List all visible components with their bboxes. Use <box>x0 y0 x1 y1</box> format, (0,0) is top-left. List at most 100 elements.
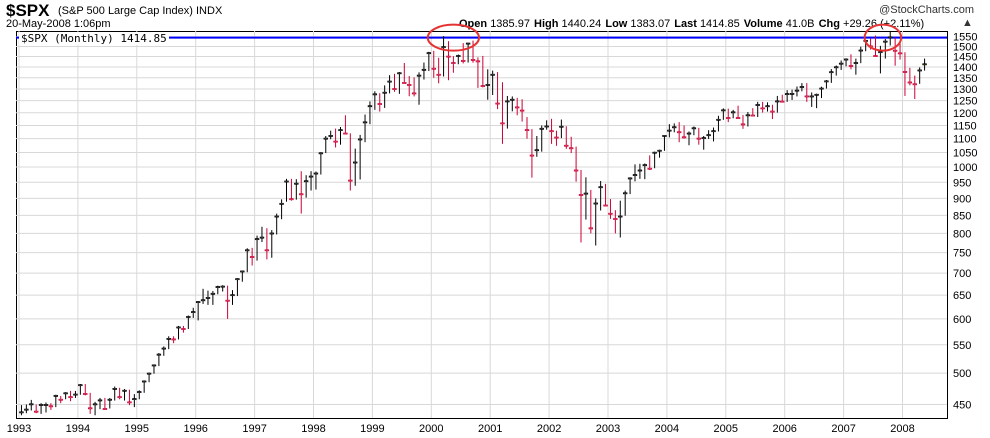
y-tick-label: 1550 <box>953 32 977 44</box>
candle-body <box>824 80 829 83</box>
candle-body <box>686 132 692 135</box>
x-tick-label: 1999 <box>360 423 384 435</box>
candle-body <box>73 393 78 396</box>
candle-body <box>809 95 814 98</box>
candle-body <box>343 132 348 135</box>
candle-body <box>676 131 682 134</box>
candle-body <box>652 151 657 154</box>
candle-body <box>78 384 83 387</box>
candle-body <box>765 105 770 108</box>
candle-body <box>402 82 407 84</box>
x-tick-label: 1996 <box>183 423 207 435</box>
candle-body <box>755 104 760 106</box>
candle-body <box>475 60 481 63</box>
candle-body <box>161 347 166 350</box>
candle-body <box>716 118 721 121</box>
candle-body <box>632 174 638 176</box>
chart-date: 20-May-2008 1:06pm <box>6 18 111 30</box>
candle-body <box>58 398 63 401</box>
candle-body <box>534 149 540 152</box>
chg-label: Chg <box>818 18 840 30</box>
y-tick-label: 650 <box>953 290 971 302</box>
y-tick-label: 1200 <box>953 108 977 120</box>
quote-bar: Open 1385.97 High 1440.24 Low 1383.07 La… <box>459 18 925 30</box>
candle-body <box>892 49 898 52</box>
candle-body <box>235 278 240 281</box>
chevron-up-icon[interactable]: ▲ <box>962 17 973 29</box>
last-label: Last <box>674 18 697 30</box>
candle-body <box>789 92 795 95</box>
candle-body <box>784 93 790 96</box>
candle-body <box>186 316 191 318</box>
candle-body <box>834 66 839 69</box>
candle-body <box>662 135 667 137</box>
candle-body <box>500 122 505 125</box>
y-tick-label: 900 <box>953 193 971 205</box>
candle-body <box>426 52 432 55</box>
candle-body <box>338 129 343 132</box>
candle-body <box>829 71 834 74</box>
y-tick-label: 700 <box>953 268 971 280</box>
legend-text: $SPX (Monthly) 1414.85 <box>21 32 167 45</box>
candle-body <box>838 62 844 65</box>
candle-body <box>156 353 162 356</box>
candle-body <box>200 299 206 302</box>
candle-body <box>922 63 927 66</box>
candle-body <box>480 85 486 87</box>
candle-body <box>38 404 44 406</box>
candle-body <box>328 135 333 137</box>
candle-body <box>195 301 201 304</box>
y-tick-label: 1450 <box>953 52 977 64</box>
candle-body <box>372 93 378 96</box>
candle-body <box>107 398 113 401</box>
top-highlight-circle <box>863 23 903 52</box>
candle-body <box>564 144 569 147</box>
candle-body <box>127 401 132 404</box>
y-tick-label: 600 <box>953 314 971 326</box>
candle-body <box>902 71 908 73</box>
candle-body <box>117 396 122 399</box>
candle-body <box>760 107 765 110</box>
x-tick-label: 2004 <box>655 423 679 435</box>
candle-body <box>593 202 598 205</box>
top-highlight-circle <box>426 23 481 52</box>
candle-body <box>706 134 711 137</box>
x-tick-label: 2007 <box>831 423 855 435</box>
candle-body <box>289 198 294 201</box>
candle-body <box>362 121 368 124</box>
candle-body <box>730 111 736 114</box>
y-tick-label: 1400 <box>953 62 977 74</box>
candle-body <box>146 372 152 375</box>
candle-body <box>544 125 549 128</box>
candle-body <box>53 394 59 397</box>
candle-body <box>701 137 706 140</box>
candle-body <box>112 388 117 390</box>
candle-body <box>907 81 913 84</box>
candle-body <box>519 109 525 112</box>
candle-body <box>87 407 93 410</box>
candle-body <box>681 136 687 139</box>
candle-body <box>804 95 809 98</box>
x-tick-label: 1995 <box>125 423 149 435</box>
candle-body <box>411 92 417 95</box>
low-label: Low <box>605 18 628 30</box>
candle-body <box>912 83 917 86</box>
candle-body <box>657 149 662 152</box>
candle-body <box>495 102 500 105</box>
candle-body <box>166 337 171 340</box>
candle-body <box>431 67 436 70</box>
candle-body <box>264 249 270 252</box>
candle-body <box>68 396 73 399</box>
candle-body <box>382 91 387 94</box>
candle-body <box>627 177 633 180</box>
x-tick-label: 2002 <box>537 423 561 435</box>
candle-body <box>613 218 618 220</box>
y-tick-label: 850 <box>953 210 971 222</box>
candle-body <box>608 212 613 215</box>
candle-body <box>141 380 147 383</box>
candle-body <box>578 194 584 196</box>
stockcharts-logo[interactable]: @StockCharts.com <box>879 4 974 16</box>
candle-body <box>814 93 819 96</box>
x-tick-label: 1997 <box>242 423 266 435</box>
candle-body <box>794 89 800 92</box>
